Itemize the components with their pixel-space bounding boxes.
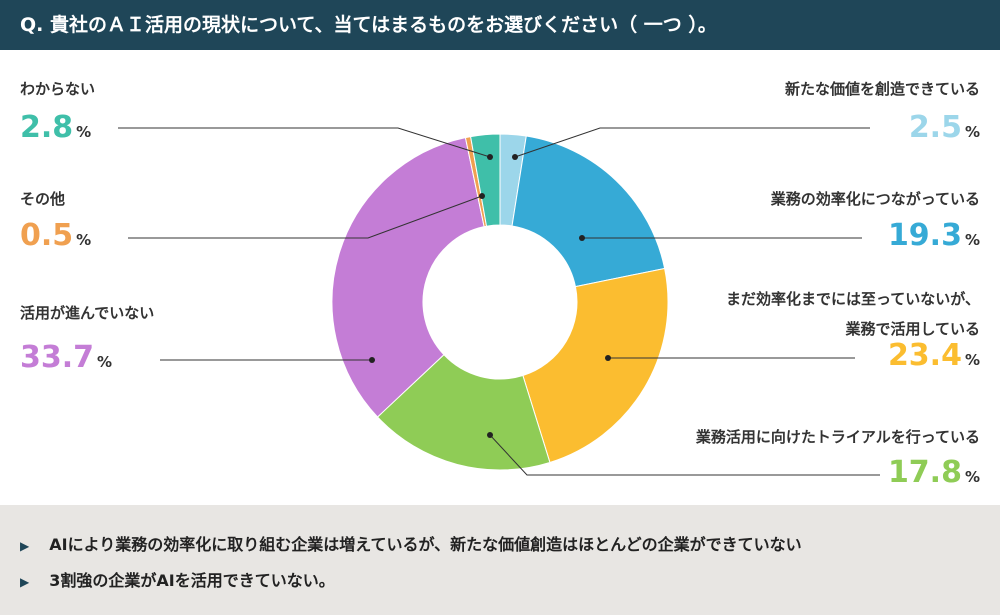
leader-line bbox=[489, 434, 880, 476]
leader-dot bbox=[479, 193, 485, 199]
unit: % bbox=[97, 353, 113, 371]
value-label: 23.4% bbox=[888, 338, 980, 373]
slice-label: 業務の効率化につながっている bbox=[770, 190, 980, 208]
slice-label: わからない bbox=[20, 80, 96, 98]
notes: AIにより業務の効率化に取り組む企業は増えているが、新たな価値創造はほとんどの企… bbox=[0, 505, 1000, 615]
leader-line bbox=[514, 127, 870, 158]
slice-label: 新たな価値を創造できている bbox=[784, 80, 980, 98]
value-label: 2.8% bbox=[20, 110, 91, 145]
leader-dot bbox=[579, 235, 585, 241]
slice bbox=[522, 267, 669, 464]
leader-dot bbox=[487, 432, 493, 438]
unit: % bbox=[76, 231, 92, 249]
value: 0.5 bbox=[20, 218, 74, 253]
value: 17.8 bbox=[887, 455, 962, 490]
unit: % bbox=[964, 468, 980, 486]
note: AIにより業務の効率化に取り組む企業は増えているが、新たな価値創造はほとんどの企… bbox=[20, 531, 801, 555]
slice-label: 業務活用に向けたトライアルを行っている bbox=[695, 428, 980, 446]
unit: % bbox=[964, 123, 980, 141]
value-label: 2.5% bbox=[909, 110, 980, 145]
leader-line bbox=[128, 195, 483, 239]
value: 2.8 bbox=[20, 110, 74, 145]
value: 19.3 bbox=[887, 218, 962, 253]
slice bbox=[331, 137, 485, 418]
slice-label: まだ効率化までには至っていないが、 業務で活用している bbox=[726, 290, 980, 338]
chart-title: Q. 貴社のＡＩ活用の現状について、当てはまるものをお選びください（ 一つ ）。 bbox=[0, 0, 1000, 50]
leader-dot bbox=[605, 355, 611, 361]
leader-dot bbox=[369, 357, 375, 363]
unit: % bbox=[964, 231, 980, 249]
leader-dot bbox=[487, 154, 493, 160]
value-label: 19.3% bbox=[888, 218, 980, 253]
unit: % bbox=[76, 123, 92, 141]
note: 3割強の企業がAIを活用できていない。 bbox=[20, 567, 334, 591]
value-label: 33.7% bbox=[20, 340, 112, 375]
value: 33.7 bbox=[20, 340, 95, 375]
leader-line bbox=[118, 127, 491, 158]
slice bbox=[376, 354, 551, 471]
value-label: 17.8% bbox=[888, 455, 980, 490]
slice-label: その他 bbox=[20, 190, 66, 208]
chart bbox=[118, 127, 880, 476]
leader-dot bbox=[512, 154, 518, 160]
value: 23.4 bbox=[887, 338, 962, 373]
unit: % bbox=[964, 351, 980, 369]
value-label: 0.5% bbox=[20, 218, 91, 253]
slice-label: 活用が進んでいない bbox=[20, 304, 155, 322]
value: 2.5 bbox=[908, 110, 962, 145]
slice bbox=[511, 135, 666, 288]
